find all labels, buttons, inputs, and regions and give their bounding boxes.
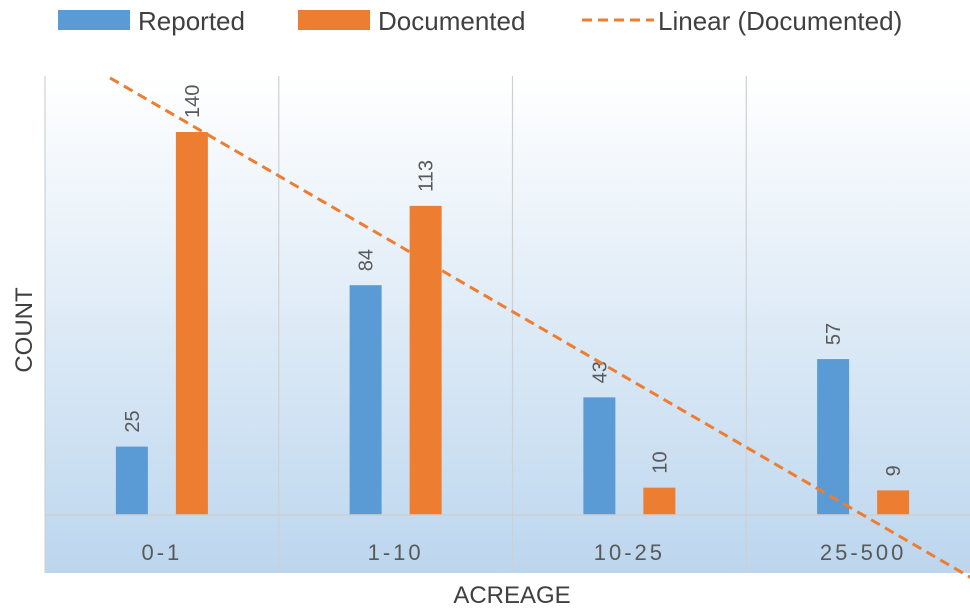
data-label-documented-0-1: 140 [182,85,204,118]
category-gridlines [44,76,747,573]
legend-swatch-reported [58,10,130,30]
data-label-reported-1-10: 84 [356,249,378,271]
data-label-reported-25-500: 57 [823,323,845,345]
bar-documented-0-1[interactable] [175,132,208,515]
legend-label-trendline: Linear (Documented) [658,6,902,36]
legend-item-reported[interactable]: Reported [58,6,245,36]
bars-group [115,132,910,515]
trendline-documented [109,76,970,579]
x-tick-label: 0-1 [141,540,182,565]
bar-documented-1-10[interactable] [409,205,442,515]
legend-label-documented: Documented [378,6,525,36]
data-label-documented-25-500: 9 [883,465,905,476]
data-label-reported-0-1: 25 [122,410,144,432]
legend-item-trendline[interactable]: Linear (Documented) [582,6,902,36]
data-label-reported-10-25: 43 [589,361,611,383]
data-labels-group: 25 140 84 113 43 10 57 9 [122,85,905,477]
bar-reported-25-500[interactable] [817,359,850,515]
legend-swatch-documented [298,10,370,30]
bar-reported-1-10[interactable] [349,285,382,515]
x-tick-label: 25-500 [820,540,907,565]
bar-reported-10-25[interactable] [583,397,616,515]
data-label-documented-1-10: 113 [416,160,438,192]
y-axis-title: COUNT [11,287,38,373]
x-tick-labels: 0-1 1-10 10-25 25-500 [141,540,907,565]
bar-documented-25-500[interactable] [877,490,910,515]
x-tick-label: 1-10 [368,540,424,565]
bar-documented-10-25[interactable] [643,487,676,515]
legend-item-documented[interactable]: Documented [298,6,525,36]
legend: Reported Documented Linear (Documented) [58,6,902,36]
data-label-documented-10-25: 10 [649,451,671,473]
x-tick-label: 10-25 [594,540,665,565]
x-axis-title: ACREAGE [453,582,570,609]
legend-label-reported: Reported [138,6,245,36]
bar-reported-0-1[interactable] [115,446,148,515]
